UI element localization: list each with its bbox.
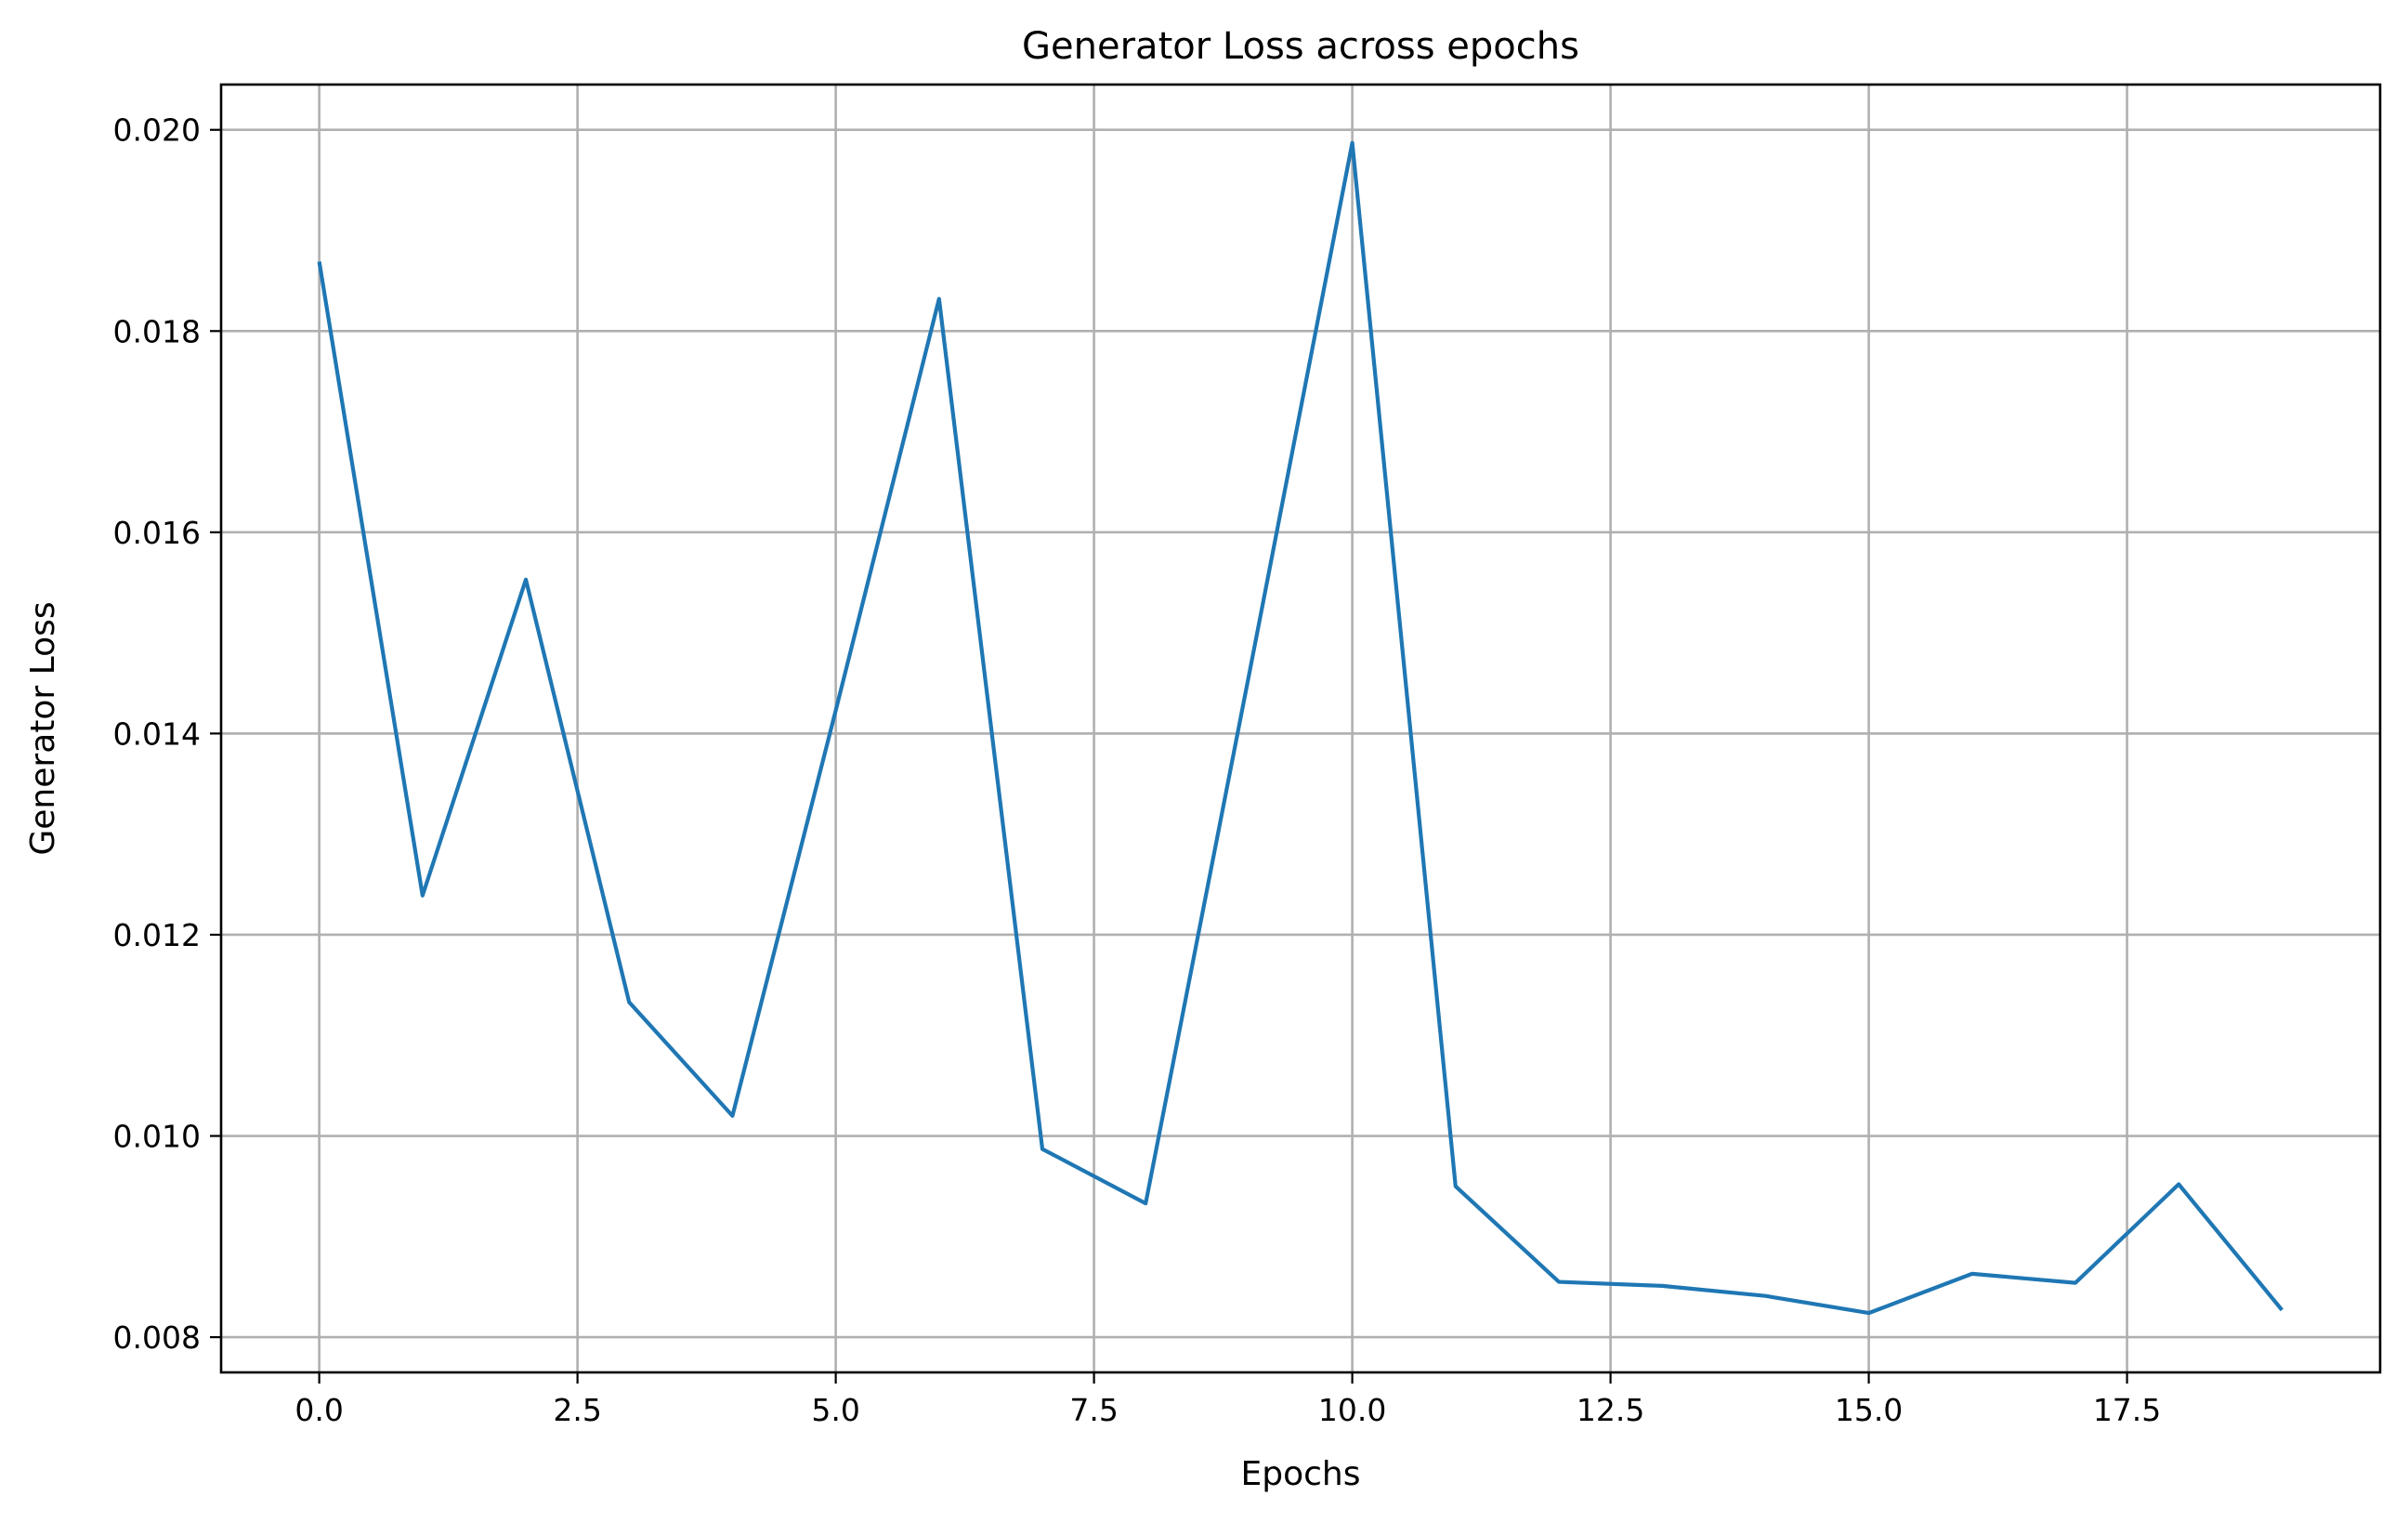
y-tick-label: 0.010 [113,1119,201,1155]
series-line-generator-loss [317,140,2284,1316]
x-tick-label: 10.0 [1318,1392,1386,1428]
x-tick-label: 12.5 [1577,1392,1644,1428]
x-axis-ticks: 0.0 2.5 5.0 7.5 10.0 12.5 15.0 17.5 [294,1372,2161,1428]
y-tick-label: 0.020 [113,112,201,149]
y-tick-label: 0.012 [113,917,201,953]
y-tick-label: 0.016 [113,515,201,551]
x-tick-label: 7.5 [1069,1392,1118,1428]
x-axis-label: Epochs [1241,1455,1361,1493]
grid [221,85,2380,1372]
x-tick-label: 5.0 [811,1392,859,1428]
y-tick-label: 0.018 [113,313,201,349]
plot-frame [219,83,2382,1374]
y-tick-label: 0.014 [113,715,201,752]
x-tick-label: 2.5 [553,1392,601,1428]
y-tick-label: 0.008 [113,1319,201,1356]
x-tick-label: 0.0 [294,1392,343,1428]
x-tick-label: 17.5 [2093,1392,2161,1428]
series-layer [317,140,2284,1316]
y-axis-label: Generator Loss [24,601,62,855]
x-tick-label: 15.0 [1835,1392,1903,1428]
y-axis-ticks: 0.008 0.010 0.012 0.014 0.016 0.018 0.020 [113,112,221,1356]
chart-title: Generator Loss across epochs [1022,25,1579,68]
